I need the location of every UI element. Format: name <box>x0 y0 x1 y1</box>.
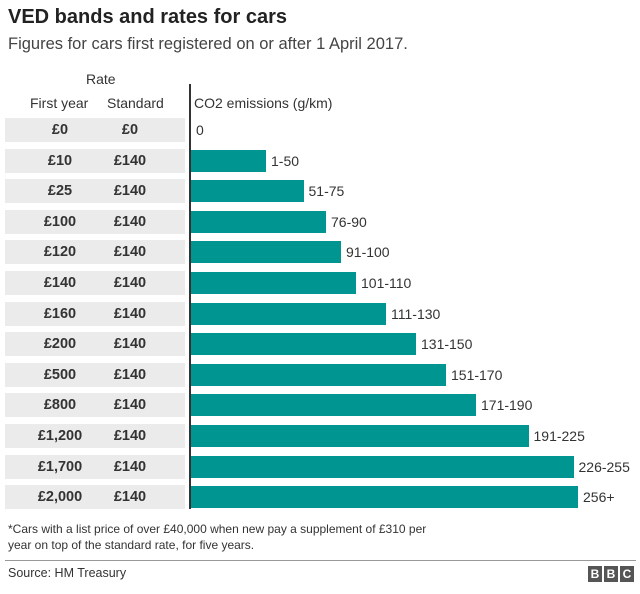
bar <box>191 486 578 509</box>
standard-rate: £140 <box>113 275 147 291</box>
standard-rate: £140 <box>113 152 147 169</box>
bar <box>191 180 304 203</box>
first-year-rate: £1,200 <box>37 428 83 444</box>
bar-label: 191-225 <box>533 428 585 444</box>
standard-rate: £140 <box>113 244 147 261</box>
row-background <box>5 454 185 479</box>
first-year-rate: £120 <box>43 244 77 261</box>
bar <box>191 394 476 417</box>
bar <box>191 210 326 233</box>
row-background <box>5 271 185 295</box>
standard-rate: £140 <box>113 183 147 200</box>
standard-rate: £140 <box>113 336 147 353</box>
first-year-rate: £140 <box>43 275 77 291</box>
chart-subtitle: Figures for cars first registered on or … <box>8 35 408 53</box>
rate-header: Rate <box>86 71 116 87</box>
first-year-rate: £200 <box>43 336 77 353</box>
bar-label: 101-110 <box>361 275 412 291</box>
footnote: *Cars with a list price of over £40,000 … <box>8 522 427 552</box>
bar <box>191 455 574 478</box>
chart-title: VED bands and rates for cars <box>8 6 287 28</box>
row-background <box>5 332 185 357</box>
emissions-header: CO2 emissions (g/km) <box>194 95 333 111</box>
first-year-rate: £500 <box>43 366 77 383</box>
first-year-rate: £100 <box>43 213 77 230</box>
bar <box>191 302 386 325</box>
standard-rate: £140 <box>113 397 147 414</box>
row-background <box>5 240 185 265</box>
first-year-rate: £10 <box>47 152 73 169</box>
standard-rate: £140 <box>113 428 147 444</box>
row-background <box>5 362 185 387</box>
bar <box>191 363 446 386</box>
y-axis-line <box>189 84 191 509</box>
bar-label: 256+ <box>583 489 615 506</box>
row-background <box>5 424 185 448</box>
first-year-rate: £25 <box>47 183 73 200</box>
row-background <box>5 301 185 326</box>
first-year-rate: £2,000 <box>37 489 83 506</box>
row-background <box>5 148 185 173</box>
standard-rate: £140 <box>113 458 147 475</box>
row-background <box>5 393 185 418</box>
standard-rate: £0 <box>121 122 139 138</box>
first-year-rate: £1,700 <box>37 458 83 475</box>
divider <box>5 560 636 561</box>
first-year-rate: £800 <box>43 397 77 414</box>
standard-header: Standard <box>107 95 164 111</box>
bar-label: 51-75 <box>308 183 345 200</box>
standard-rate: £140 <box>113 305 147 322</box>
bar-label: 76-90 <box>331 213 367 230</box>
bar <box>191 333 416 356</box>
bar-label: 131-150 <box>421 336 473 353</box>
row-background <box>5 485 185 510</box>
bar-label: 111-130 <box>391 305 441 322</box>
bar-label: 91-100 <box>346 244 390 261</box>
bar-label: 1-50 <box>271 152 300 169</box>
bar <box>191 241 341 264</box>
bar-label: 226-255 <box>578 458 630 475</box>
bar <box>191 272 356 294</box>
first-year-rate: £160 <box>43 305 77 322</box>
standard-rate: £140 <box>113 366 147 383</box>
bar-label: 151-170 <box>451 366 503 383</box>
standard-rate: £140 <box>113 213 147 230</box>
bar <box>191 149 266 172</box>
bar-label: 0 <box>196 122 204 138</box>
first-year-header: First year <box>30 95 89 111</box>
standard-rate: £140 <box>113 489 147 506</box>
bar-label: 171-190 <box>481 397 533 414</box>
row-background <box>5 179 185 204</box>
first-year-rate: £0 <box>51 122 69 138</box>
row-background <box>5 209 185 234</box>
source: Source: HM Treasury <box>8 566 127 580</box>
row-background <box>5 118 185 142</box>
bar <box>191 425 529 447</box>
